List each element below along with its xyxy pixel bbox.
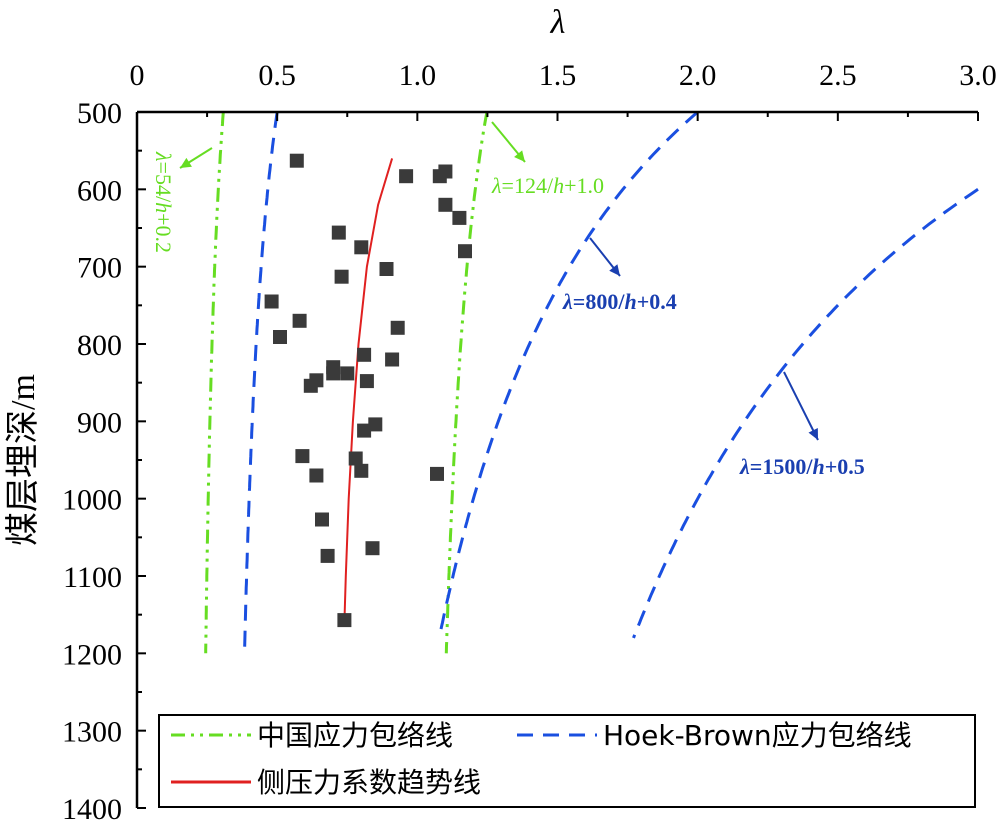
annotation-2-arrow-head	[514, 150, 525, 162]
annotation-4-arrow-head	[808, 428, 818, 440]
y-tick-label: 800	[77, 329, 122, 362]
data-point	[385, 352, 400, 367]
axes-layer: 0 0.5 1.0 1.5 2.0 2.5 3.0 500 600 700 800 900 1000 11…	[5, 4, 997, 826]
data-point	[292, 313, 307, 328]
annotation-1-arrow-head	[180, 157, 192, 168]
data-point	[399, 169, 414, 184]
data-point	[458, 244, 472, 259]
annotation-text-2: λ=124/h+1.0	[491, 173, 604, 198]
x-tick-label: 0	[130, 59, 145, 92]
x-tick-label: 2.5	[819, 59, 857, 92]
data-point	[326, 366, 341, 381]
data-point	[334, 269, 349, 284]
data-point	[359, 374, 374, 389]
legend-label: Hoek-Brown应力包络线	[603, 719, 912, 752]
data-point	[390, 320, 405, 335]
y-tick-label: 1200	[62, 638, 122, 671]
y-tick-label: 1400	[62, 793, 122, 826]
data-point	[337, 613, 352, 628]
annotation-text-1: λ=54/h+0.2	[151, 151, 176, 253]
annotation-layer: λ=54/h+0.2 λ=124/h+1.0 λ=800/h+0.4 λ=1500/h…	[151, 121, 865, 479]
y-tick-label: 600	[77, 174, 122, 207]
data-point	[430, 466, 444, 481]
data-point	[452, 210, 467, 225]
y-axis-title: 煤层埋深/m	[5, 374, 42, 546]
y-tick-label: 500	[77, 97, 122, 130]
x-tick-label: 1.5	[539, 59, 577, 92]
annotation-4-arrow-line	[783, 371, 819, 441]
data-point	[379, 262, 394, 276]
data-point	[331, 225, 346, 240]
data-point	[309, 468, 324, 483]
series-layer	[204, 110, 979, 654]
data-point	[264, 294, 279, 309]
y-tick-label: 900	[77, 406, 122, 439]
y-tick-label: 700	[77, 252, 122, 285]
data-point	[438, 164, 453, 179]
series-line-hb_high	[632, 188, 979, 639]
series-line-hb_low	[243, 111, 279, 654]
data-point	[365, 541, 380, 556]
data-point	[315, 512, 329, 527]
legend-box	[158, 714, 976, 808]
series-line-hb_mid	[437, 110, 699, 639]
annotation-text-4: λ=1500/h+0.5	[739, 454, 865, 479]
data-point	[320, 548, 335, 563]
y-tick-label: 1000	[62, 484, 122, 517]
data-point	[357, 423, 372, 438]
legend-label: 侧压力系数趋势线	[257, 766, 481, 799]
x-tick-label: 3.0	[959, 59, 997, 92]
series-line-trend	[343, 158, 394, 623]
x-tick-label: 1.0	[399, 59, 437, 92]
data-point	[289, 153, 304, 168]
annotation-3-arrow-head	[609, 264, 620, 276]
data-point	[340, 366, 355, 381]
data-point	[354, 463, 369, 478]
points-layer	[264, 153, 472, 628]
x-tick-label: 2.0	[679, 59, 717, 92]
x-tick-label: 0.5	[258, 59, 296, 92]
data-point	[354, 240, 369, 255]
data-point	[438, 197, 453, 212]
data-point	[295, 449, 310, 464]
data-point	[348, 451, 363, 466]
data-point	[357, 347, 372, 362]
annotation-text-3: λ=800/h+0.4	[562, 289, 677, 314]
data-point	[273, 330, 287, 344]
series-line-china_high	[444, 111, 489, 654]
x-axis-title: λ	[550, 4, 566, 41]
data-point	[368, 417, 383, 432]
y-tick-label: 1300	[62, 716, 122, 749]
series-line-china_low	[204, 111, 225, 654]
legend-label: 中国应力包络线	[257, 719, 453, 752]
data-point	[303, 378, 318, 393]
y-tick-label: 1100	[63, 561, 122, 594]
